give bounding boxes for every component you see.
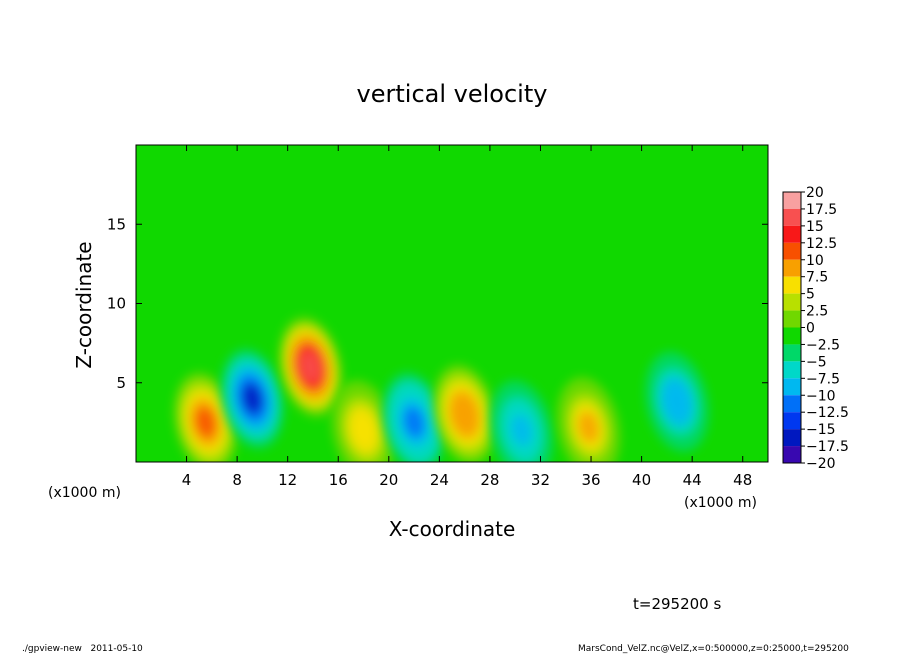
footer-right-note: MarsCond_VelZ.nc@VelZ,x=0:500000,z=0:250… <box>578 644 849 654</box>
colorbar-swatch <box>783 208 801 226</box>
x-tick-label: 36 <box>581 471 600 489</box>
x-tick-label: 48 <box>733 471 752 489</box>
colorbar-swatch <box>783 361 801 379</box>
y-tick-label: 10 <box>107 295 126 313</box>
x-tick-label: 40 <box>632 471 651 489</box>
velocity-contour <box>353 414 374 446</box>
velocity-contour <box>454 399 475 430</box>
footer-left-note: ./gpview-new 2011-05-10 <box>22 644 143 654</box>
colorbar-label: 2.5 <box>806 304 828 320</box>
y-tick-label: 5 <box>116 374 126 392</box>
colorbar-label: −10 <box>806 388 836 404</box>
colorbar-label: 15 <box>806 219 824 235</box>
x-axis-ticks: 4 8 12 16 20 24 28 32 36 40 44 48 <box>182 145 752 489</box>
x-tick-label: 32 <box>531 471 550 489</box>
colorbar-label: 10 <box>806 253 824 269</box>
plot-area <box>135 144 769 463</box>
velocity-feature <box>278 316 343 417</box>
colorbar-label: −15 <box>806 422 836 438</box>
y-tick-label: 15 <box>107 215 126 233</box>
velocity-feature <box>556 377 621 462</box>
x-tick-label: 28 <box>480 471 499 489</box>
x-tick-label: 8 <box>232 471 242 489</box>
velocity-contour <box>195 406 216 438</box>
colorbar-swatch <box>783 192 801 209</box>
velocity-field <box>173 316 709 462</box>
colorbar-label: 7.5 <box>806 270 828 286</box>
colorbar-label: −7.5 <box>806 371 840 387</box>
velocity-feature <box>382 372 446 462</box>
colorbar-swatch <box>783 429 801 447</box>
x-tick-label: 44 <box>683 471 702 489</box>
x-tick-label: 20 <box>379 471 398 489</box>
y-axis-label: Z-coordinate <box>72 241 96 368</box>
velocity-contour <box>403 406 425 438</box>
velocity-contour <box>666 386 688 418</box>
colorbar-label: 17.5 <box>806 202 837 218</box>
colorbar-swatch <box>783 395 801 413</box>
colorbar-swatch <box>783 276 801 294</box>
velocity-contour <box>511 414 532 446</box>
x-axis-label: X-coordinate <box>389 517 516 541</box>
chart-title: vertical velocity <box>357 80 548 108</box>
velocity-feature <box>220 348 285 449</box>
colorbar-label: 0 <box>806 321 815 337</box>
velocity-feature <box>645 351 709 452</box>
velocity-feature <box>489 380 554 462</box>
time-label: t=295200 s <box>633 595 721 613</box>
colorbar-label: 5 <box>806 287 815 303</box>
colorbar-label: 20 <box>806 185 824 201</box>
colorbar-swatch <box>783 225 801 243</box>
colorbar-label: −12.5 <box>806 405 849 421</box>
colorbar-swatch <box>783 446 801 463</box>
colorbar-swatch <box>783 259 801 277</box>
x-tick-label: 24 <box>430 471 449 489</box>
velocity-contour <box>578 411 599 443</box>
velocity-feature <box>432 364 497 462</box>
y-axis-ticks: 5 10 15 <box>107 215 768 392</box>
colorbar-label: −5 <box>806 354 827 370</box>
colorbar: 2017.51512.5107.552.50−2.5−5−7.5−10−12.5… <box>782 185 849 472</box>
colorbar-label: 12.5 <box>806 236 837 252</box>
velocity-contour <box>242 383 263 414</box>
colorbar-swatch <box>783 327 801 345</box>
colorbar-swatch <box>783 412 801 430</box>
colorbar-label: −2.5 <box>806 337 840 353</box>
velocity-contour <box>300 351 321 383</box>
colorbar-swatch <box>783 344 801 362</box>
colorbar-swatch <box>783 310 801 328</box>
x-tick-label: 4 <box>182 471 192 489</box>
x-tick-label: 12 <box>278 471 297 489</box>
colorbar-label: −20 <box>806 456 836 472</box>
colorbar-swatch <box>783 242 801 260</box>
velocity-feature <box>331 380 396 462</box>
x-tick-label: 16 <box>329 471 348 489</box>
colorbar-swatch <box>783 293 801 311</box>
colorbar-swatch <box>783 378 801 396</box>
colorbar-label: −17.5 <box>806 439 849 455</box>
x-unit-right: (x1000 m) <box>684 495 757 511</box>
x-unit-left: (x1000 m) <box>48 485 121 501</box>
